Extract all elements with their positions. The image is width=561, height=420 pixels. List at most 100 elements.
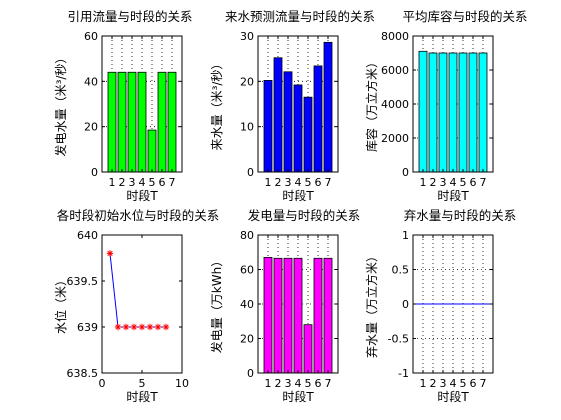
y-tick-label: -1	[398, 367, 409, 380]
x-tick-label: 5	[305, 377, 312, 390]
data-point	[138, 323, 146, 331]
x-tick-label: 2	[275, 176, 282, 189]
x-tick-label: 2	[119, 176, 126, 189]
y-tick-label: 30	[240, 30, 254, 43]
x-tick-label: 4	[450, 377, 457, 390]
x-tick-label: 6	[159, 176, 166, 189]
subplot-3: 1 2 3 4 5 6 7 0 2000 4000 6000 8000 时段T 库容（万立方米） 平均库容与…	[364, 9, 528, 203]
data-point	[130, 323, 138, 331]
x-tick-label: 6	[315, 176, 322, 189]
chart-title: 来水预测流量与时段的关系	[225, 9, 375, 24]
chart-title: 发电量与时段的关系	[248, 208, 361, 223]
bar-3	[283, 257, 293, 374]
x-axis-label: 时段T	[126, 188, 158, 203]
x-tick-label: 6	[470, 176, 477, 189]
x-axis-label: 时段T	[282, 389, 314, 404]
x-tick-label: 5	[149, 176, 156, 189]
data-point	[154, 323, 162, 331]
x-tick-label: 7	[169, 176, 176, 189]
y-axis-label: 发电量（万kWh）	[209, 255, 224, 353]
bar-2	[273, 57, 283, 173]
y-tick-label: 0	[402, 166, 409, 179]
x-tick-label: 5	[139, 377, 146, 390]
data-point	[162, 323, 170, 331]
x-tick-label: 3	[440, 176, 447, 189]
y-tick-label: 2000	[381, 132, 409, 145]
y-tick-label: 0	[247, 367, 254, 380]
x-tick-label: 6	[315, 377, 322, 390]
bar-3	[283, 71, 293, 173]
y-tick-label: 0.5	[392, 264, 410, 277]
x-tick-label: 7	[325, 377, 332, 390]
bar-7	[478, 52, 488, 173]
y-tick-label: 80	[240, 229, 254, 242]
bar-1	[418, 50, 428, 173]
bar-3	[127, 71, 137, 173]
bar-2	[428, 52, 438, 173]
bar-6	[313, 257, 323, 374]
bar-6	[313, 65, 323, 173]
bar-4	[293, 257, 303, 374]
y-tick-label: 40	[240, 298, 254, 311]
bar-2	[117, 71, 127, 173]
bar-5	[458, 52, 468, 173]
x-tick-label: 7	[480, 176, 487, 189]
bar-6	[468, 52, 478, 173]
x-axis-label: 时段T	[437, 389, 469, 404]
y-tick-label: 20	[240, 333, 254, 346]
data-point	[114, 323, 122, 331]
y-axis-label: 弃水量（万立方米）	[364, 250, 379, 358]
x-tick-label: 3	[440, 377, 447, 390]
y-tick-label: 1	[402, 229, 409, 242]
x-tick-label: 4	[450, 176, 457, 189]
x-tick-label: 5	[460, 176, 467, 189]
y-axis-label: 发电水量（米³/秒）	[53, 52, 68, 157]
y-tick-label: 638.5	[67, 367, 99, 380]
chart-title: 引用流量与时段的关系	[67, 9, 192, 24]
x-tick-label: 1	[109, 176, 116, 189]
y-tick-label: 60	[84, 30, 98, 43]
x-tick-label: 1	[265, 377, 272, 390]
x-tick-label: 7	[325, 176, 332, 189]
subplot-5: 1 2 3 4 5 6 7 0 20 40 60 80 时段T 发电量（万kWh） 发电量与时段的关系	[209, 208, 360, 404]
bar-4	[137, 71, 147, 173]
bar-5	[303, 96, 313, 173]
subplot-4: 0 5 10 638.5 639 639.5 640 时段T 水位（米） 各时段初始水位与时段的关…	[53, 208, 219, 404]
subplot-1: 1 2 3 4 5 6 7 0 20 40 60 时段T 发电水量（米³/秒） 引用流量与时段的关系	[53, 9, 193, 203]
x-tick-label: 2	[430, 377, 437, 390]
x-tick-label: 5	[460, 377, 467, 390]
x-axis-label: 时段T	[437, 188, 469, 203]
x-tick-label: 2	[275, 377, 282, 390]
x-axis-label: 时段T	[126, 389, 158, 404]
bar-1	[263, 80, 273, 173]
y-tick-label: 0	[402, 298, 409, 311]
bar-3	[438, 52, 448, 173]
x-tick-label: 2	[430, 176, 437, 189]
y-tick-label: 40	[84, 75, 98, 88]
bar-6	[157, 71, 167, 173]
y-tick-label: 639	[77, 321, 98, 334]
x-tick-label: 1	[420, 176, 427, 189]
chart-title: 弃水量与时段的关系	[404, 208, 517, 223]
x-tick-label: 6	[470, 377, 477, 390]
x-tick-label: 3	[285, 176, 292, 189]
bar-4	[293, 84, 303, 173]
y-tick-label: 640	[77, 229, 98, 242]
y-tick-label: 8000	[381, 30, 409, 43]
data-point	[106, 250, 114, 257]
x-tick-label: 10	[175, 377, 189, 390]
bar-1	[107, 71, 117, 173]
y-tick-label: 4000	[381, 98, 409, 111]
y-tick-label: 10	[240, 121, 254, 134]
bar-1	[263, 257, 273, 374]
x-tick-label: 4	[139, 176, 146, 189]
plot-area	[101, 234, 183, 374]
x-tick-label: 4	[295, 176, 302, 189]
y-axis-label: 水位（米）	[53, 274, 68, 334]
bar-7	[323, 41, 333, 173]
data-point	[122, 323, 130, 331]
x-tick-label: 7	[480, 377, 487, 390]
x-tick-label: 1	[420, 377, 427, 390]
bar-5	[147, 129, 157, 173]
